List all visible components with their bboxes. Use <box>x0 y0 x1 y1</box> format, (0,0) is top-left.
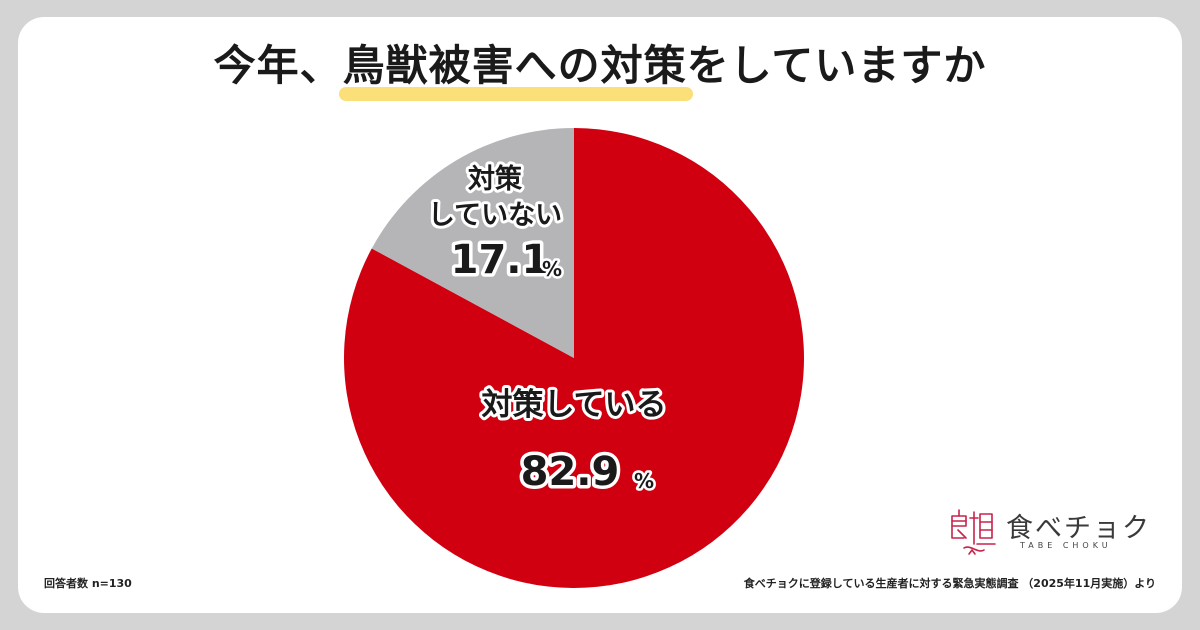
slice-label-1-0: 対策 <box>468 163 523 195</box>
slice-unit-0: % <box>634 469 654 493</box>
slice-label-0-0: 対策している <box>481 387 666 423</box>
logo-name: 食べチョク <box>1006 513 1151 544</box>
title-highlight-text: 鳥獣被害への対策 <box>342 41 687 90</box>
title-highlight: 鳥獣被害への対策 <box>338 32 693 101</box>
logo-subtitle: TABE CHOKU <box>1020 541 1112 550</box>
slice-value-0: 82.9 <box>521 449 620 495</box>
respondent-count: 回答者数 n=130 <box>44 577 132 590</box>
pie-slice-not-doing <box>371 128 574 358</box>
slice-label-1-1: していない <box>428 200 562 231</box>
title-tail: をしていますか <box>686 41 987 90</box>
source-note: 食べチョクに登録している生産者に対する緊急実態調査 （2025年11月実施）より <box>743 577 1156 590</box>
pie-slices <box>343 128 804 589</box>
tabechoku-logo: 食べチョク TABE CHOKU <box>944 500 1149 560</box>
slice-value-1: 17.1 <box>451 237 550 283</box>
slice-unit-1: % <box>542 257 562 281</box>
logo-mark-icon <box>951 509 996 555</box>
title-lead: 今年、 <box>213 41 343 90</box>
title-highlight-marker <box>338 87 693 101</box>
chart-title: 今年、 鳥獣被害への対策をしていますか <box>0 32 1200 101</box>
pie-slice-doing <box>343 128 804 589</box>
